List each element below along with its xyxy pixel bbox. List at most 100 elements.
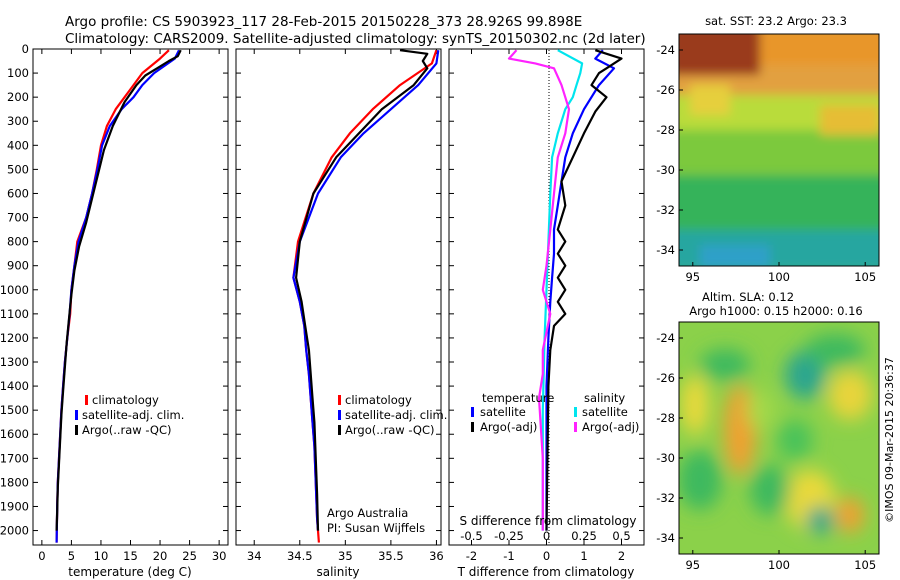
x-tick-label: 2	[618, 549, 625, 563]
y-tick-label: 800	[7, 235, 29, 249]
legend-label-climatology: climatology	[92, 393, 159, 407]
lat-tick-label: -28	[656, 123, 675, 137]
x-tick-label: 0	[543, 549, 550, 563]
s-tick-label: -0.5	[460, 529, 482, 543]
temperature-axis: 0 5 10 15 20 25 30	[38, 49, 226, 563]
lon-tick-label: 105	[854, 270, 876, 284]
difference-series	[507, 49, 623, 531]
t-difference-axis: -2 -1 0 1 2	[466, 49, 625, 563]
x-tick-label: 35	[338, 549, 353, 563]
y-tick-label: 1300	[0, 355, 29, 369]
x-tick-label: 20	[153, 549, 168, 563]
legend-swatch-s-argo	[574, 422, 577, 432]
sla-heatmap	[679, 322, 879, 554]
s-tick-label: 0	[543, 529, 550, 543]
x-tick-label: 34.5	[287, 549, 313, 563]
s-tick-label: -0.25	[494, 529, 524, 543]
salinity-xlabel: salinity	[316, 565, 359, 579]
x-tick-label: 1	[580, 549, 587, 563]
legend-swatch-climatology	[85, 395, 88, 405]
y-tick-label: 600	[7, 186, 29, 200]
difference-depth-ticks	[449, 48, 644, 532]
temperature-panel: 0100200300400500600700800900100011001200…	[0, 42, 229, 579]
y-tick-label: 1700	[0, 451, 29, 465]
x-tick-label: 10	[94, 549, 109, 563]
series-line-3	[507, 49, 571, 531]
x-tick-label: -1	[503, 549, 514, 563]
sla-map-panel: Altim. SLA: 0.12 Argo h1000: 0.15 h2000:…	[656, 290, 880, 572]
salinity-annotation-line-1: Argo Australia	[327, 506, 408, 520]
series-line-2	[541, 49, 584, 531]
x-tick-label: 5	[68, 549, 75, 563]
legend-swatch-satellite	[75, 410, 78, 420]
lon-tick-label: 95	[685, 558, 700, 572]
lat-tick-label: -24	[656, 331, 675, 345]
lat-tick-label: -30	[656, 163, 675, 177]
temperature-frame	[32, 48, 229, 546]
sla-map-subtitle: Argo h1000: 0.15 h2000: 0.16	[689, 304, 862, 318]
lat-tick-label: -32	[656, 203, 675, 217]
x-tick-label: -2	[466, 549, 477, 563]
salinity-series	[292, 49, 440, 543]
y-tick-label: 1000	[0, 283, 29, 297]
y-tick-label: 200	[7, 90, 29, 104]
series-line-2	[55, 49, 182, 531]
sst-longitude-axis: 95 100 105	[685, 262, 876, 284]
y-tick-label: 1400	[0, 379, 29, 393]
sst-map-panel: sat. SST: 23.2 Argo: 23.3 95 100 105 -24-2…	[656, 14, 880, 284]
series-line-2	[295, 49, 429, 531]
t-difference-xlabel: T difference from climatology	[457, 565, 635, 579]
lat-tick-label: -26	[656, 83, 675, 97]
x-tick-label: 34	[247, 549, 262, 563]
legend-label-satellite: satellite-adj. clim.	[345, 408, 447, 422]
lon-tick-label: 105	[854, 558, 876, 572]
legend-label-climatology: climatology	[345, 393, 412, 407]
legend-header-salinity: salinity	[584, 391, 625, 405]
temperature-xlabel: temperature (deg C)	[68, 565, 191, 579]
legend-label-s-argo: Argo(-adj)	[582, 420, 639, 434]
difference-panel: -2 -1 0 1 2 -0.5 -0.25 0 0.25 0.5 T difference f…	[448, 48, 645, 579]
s-tick-label: 0.5	[612, 529, 630, 543]
sst-heatmap	[679, 34, 879, 266]
salinity-axis: 34 34.5 35 35.5 36	[247, 49, 444, 563]
lat-tick-label: -34	[656, 531, 675, 545]
y-tick-label: 1800	[0, 475, 29, 489]
lon-tick-label: 100	[768, 270, 790, 284]
depth-axis: 0 100 200 300 400 500 600 700 800 900 1000 1100 1200…	[0, 42, 228, 538]
x-tick-label: 0	[38, 549, 45, 563]
s-tick-label: 0.25	[571, 529, 597, 543]
sla-latitude-axis: -24 -26 -28 -30 -32 -34	[656, 331, 683, 545]
lat-tick-label: -32	[656, 491, 675, 505]
legend-label-argo: Argo(..raw -QC)	[82, 423, 172, 437]
x-tick-label: 36	[429, 549, 444, 563]
sla-longitude-axis: 95 100 105	[685, 550, 876, 572]
y-tick-label: 900	[7, 259, 29, 273]
x-tick-label: 35.5	[378, 549, 404, 563]
series-line-0	[545, 49, 616, 531]
x-tick-label: 25	[182, 549, 197, 563]
y-tick-label: 400	[7, 138, 29, 152]
legend-swatch-climatology	[338, 395, 341, 405]
legend-swatch-t-argo	[471, 422, 474, 432]
legend-swatch-s-satellite	[574, 407, 577, 417]
salinity-annotation-line-2: PI: Susan Wijffels	[327, 521, 425, 535]
y-tick-label: 2000	[0, 524, 29, 538]
difference-legend: temperature salinity satellite Argo(-adj…	[471, 391, 639, 434]
lat-tick-label: -26	[656, 371, 675, 385]
x-tick-label: 15	[123, 549, 138, 563]
sst-map-title: sat. SST: 23.2 Argo: 23.3	[705, 14, 847, 28]
sla-field	[679, 334, 872, 534]
legend-swatch-argo	[338, 425, 341, 435]
y-tick-label: 1600	[0, 427, 29, 441]
y-tick-label: 1200	[0, 331, 29, 345]
lat-tick-label: -28	[656, 411, 675, 425]
lat-tick-label: -34	[656, 243, 675, 257]
salinity-legend: climatology satellite-adj. clim. Argo(..…	[338, 393, 447, 437]
lon-tick-label: 100	[768, 558, 790, 572]
header-line-2: Climatology: CARS2009. Satellite-adjuste…	[65, 31, 646, 47]
sst-field	[679, 34, 879, 266]
y-tick-label: 1900	[0, 499, 29, 513]
y-tick-label: 700	[7, 211, 29, 225]
lat-tick-label: -24	[656, 43, 675, 57]
series-line-1	[545, 49, 623, 531]
